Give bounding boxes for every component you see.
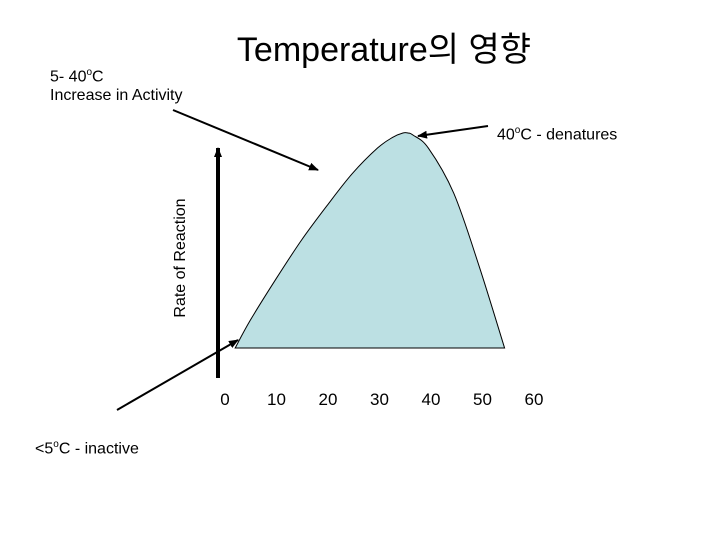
arrow-increase	[172, 109, 319, 171]
arrow-denature	[417, 125, 489, 139]
x-tick-labels: 0 10 20 30 40 50 60	[220, 390, 543, 409]
x-tick-label: 30	[370, 390, 389, 409]
annotation-increase: 5- 40oC Increase in Activity	[50, 63, 183, 105]
arrow-inactive	[116, 339, 239, 411]
annotation-denature: 40oC - denatures	[497, 125, 618, 144]
x-tick-label: 50	[473, 390, 492, 409]
annotation-increase-text: Increase in Activity	[50, 87, 183, 105]
x-tick-label: 20	[319, 390, 338, 409]
x-tick-label: 10	[267, 390, 286, 409]
annotation-increase-range: 5- 40oC	[50, 67, 104, 86]
series-area	[234, 132, 506, 349]
x-tick-label: 40	[422, 390, 441, 409]
x-tick-label: 0	[220, 390, 229, 409]
annotation-inactive: <5oC - inactive	[35, 439, 139, 458]
x-tick-label: 60	[525, 390, 544, 409]
page-title: Temperature의 영향	[236, 31, 532, 69]
